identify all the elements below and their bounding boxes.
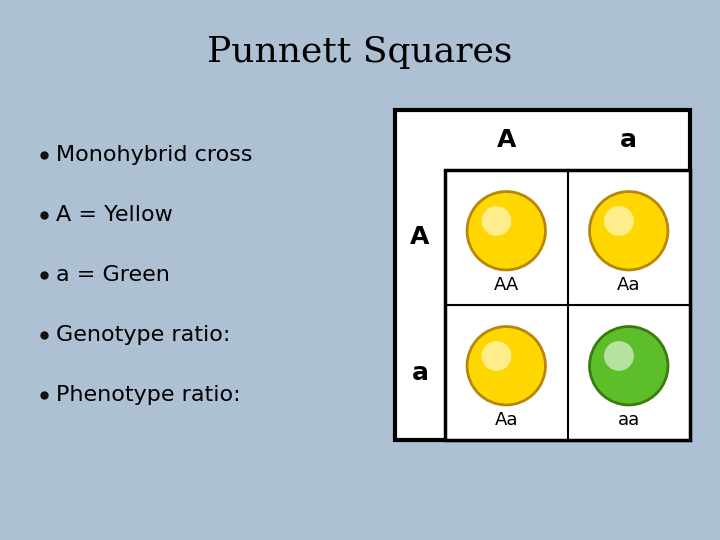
Circle shape (590, 192, 668, 270)
Bar (395, 110, 690, 440)
Text: a = Green: a = Green (56, 265, 170, 285)
Text: Aa: Aa (617, 276, 641, 294)
Text: aa: aa (618, 411, 640, 429)
Text: A = Yellow: A = Yellow (56, 205, 173, 225)
Circle shape (482, 341, 511, 371)
Text: Monohybrid cross: Monohybrid cross (56, 145, 253, 165)
Bar (445, 170, 690, 440)
Circle shape (467, 192, 546, 270)
Text: Aa: Aa (495, 411, 518, 429)
Text: AA: AA (494, 276, 519, 294)
Circle shape (482, 206, 511, 236)
Circle shape (467, 327, 546, 405)
Text: Phenotype ratio:: Phenotype ratio: (56, 385, 240, 405)
Text: Genotype ratio:: Genotype ratio: (56, 325, 230, 345)
Text: A: A (410, 226, 430, 249)
Text: Punnett Squares: Punnett Squares (207, 35, 513, 69)
Text: A: A (497, 128, 516, 152)
Text: a: a (620, 128, 637, 152)
Circle shape (590, 327, 668, 405)
Text: a: a (412, 361, 428, 384)
Circle shape (604, 206, 634, 236)
Circle shape (604, 341, 634, 371)
